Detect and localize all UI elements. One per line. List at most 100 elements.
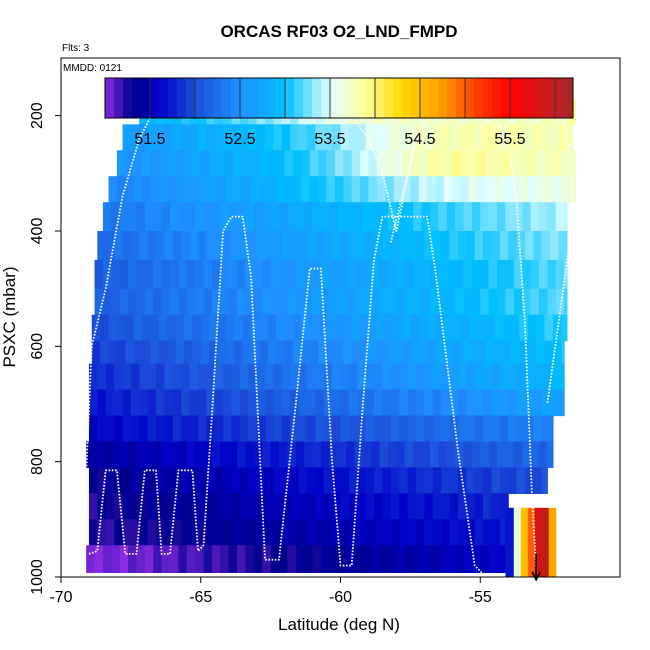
heatmap-cell <box>164 389 174 417</box>
heatmap-cell <box>466 493 476 520</box>
heatmap-cell <box>432 415 442 443</box>
heatmap-cell <box>368 150 378 177</box>
heatmap-cell <box>161 288 171 316</box>
heatmap-cell <box>401 176 411 203</box>
heatmap-cell <box>181 389 191 417</box>
heatmap-cell <box>348 124 358 151</box>
heatmap-cell <box>449 467 459 494</box>
heatmap-cell <box>455 259 465 290</box>
heatmap-cell <box>147 493 157 520</box>
heatmap-cell <box>499 389 509 417</box>
heatmap-cell <box>318 340 328 365</box>
heatmap-cell <box>410 340 420 365</box>
heatmap-cell <box>86 441 96 469</box>
heatmap-cell <box>564 202 568 232</box>
colorbar-segment <box>141 78 151 118</box>
heatmap-cell <box>404 259 414 290</box>
heatmap-cell <box>371 288 381 316</box>
heatmap-cell <box>88 467 98 494</box>
heatmap-cell <box>491 363 501 391</box>
heatmap-cell <box>449 519 459 546</box>
heatmap-cell <box>550 389 560 417</box>
heatmap-cell <box>217 176 227 203</box>
heatmap-cell <box>122 363 132 391</box>
heatmap-cell <box>429 545 439 573</box>
colorbar-segment <box>222 78 232 118</box>
heatmap-cell <box>320 288 330 316</box>
heatmap-cell <box>547 441 554 469</box>
heatmap-cell <box>365 124 375 151</box>
heatmap-cell <box>298 493 308 520</box>
heatmap-cell <box>488 441 498 469</box>
heatmap-cell <box>457 363 467 391</box>
heatmap-cell <box>105 415 115 443</box>
heatmap-cell <box>97 363 107 391</box>
heatmap-cell <box>281 493 291 520</box>
heatmap-cell <box>315 231 325 261</box>
heatmap-cell <box>267 176 277 203</box>
heatmap-cell <box>544 176 554 203</box>
flight-tracks <box>82 100 574 582</box>
heatmap-cell <box>499 415 509 443</box>
heatmap-cell <box>253 441 263 469</box>
colorbar-tick-label: 51.5 <box>134 131 165 148</box>
heatmap-cell <box>393 314 403 342</box>
heatmap-cell <box>203 441 213 469</box>
heatmap-cell <box>175 340 185 365</box>
heatmap-cell <box>228 441 238 469</box>
heatmap-cell <box>376 150 386 177</box>
heatmap-cell <box>203 288 213 316</box>
heatmap-cell <box>231 389 241 417</box>
heatmap-cell <box>332 415 342 443</box>
heatmap-cell <box>432 389 442 417</box>
heatmap-cell <box>449 389 459 417</box>
heatmap-cell <box>483 467 493 494</box>
heatmap-cell <box>337 441 347 469</box>
colorbar-segment <box>348 78 358 118</box>
heatmap-cell <box>158 150 168 177</box>
heatmap-cell <box>348 493 358 520</box>
heatmap-cell <box>223 519 233 546</box>
heatmap-cell <box>474 231 484 261</box>
heatmap-cell <box>446 545 456 573</box>
heatmap-cell <box>374 467 384 494</box>
heatmap-cell <box>192 150 202 177</box>
heatmap-cell <box>527 150 537 177</box>
y-tick-label: 600 <box>29 333 46 360</box>
heatmap-cell <box>360 176 370 203</box>
heatmap-cell <box>111 441 121 469</box>
heatmap-cell <box>390 467 400 494</box>
heatmap-cell <box>343 314 353 342</box>
heatmap-cell <box>225 150 235 177</box>
heatmap-cell <box>88 519 98 546</box>
heatmap-cell <box>248 415 258 443</box>
colorbar-segment <box>537 78 547 118</box>
heatmap-cell <box>200 314 210 342</box>
heatmap-cell <box>133 314 143 342</box>
heatmap-cell <box>385 340 395 365</box>
heatmap-cell <box>167 314 177 342</box>
heatmap-cell <box>147 124 157 151</box>
heatmap-cell <box>153 441 163 469</box>
heatmap-cell <box>388 441 397 469</box>
colorbar-segment <box>402 78 412 118</box>
heatmap-cell <box>130 231 140 261</box>
heatmap-cell <box>156 415 166 443</box>
heatmap-cell <box>401 340 411 365</box>
heatmap-cell <box>287 259 297 290</box>
heatmap-cell <box>206 231 216 261</box>
heatmap-cell <box>435 340 445 365</box>
heatmap-cell <box>139 415 149 443</box>
heatmap-cell <box>360 340 370 365</box>
heatmap-cell <box>276 150 286 177</box>
colorbar-segment <box>132 78 142 118</box>
heatmap-cell <box>122 231 132 261</box>
surface-heatmap-cell <box>513 507 522 577</box>
heatmap-cell <box>306 519 316 546</box>
heatmap-cell <box>195 259 205 290</box>
heatmap-cell <box>393 150 403 177</box>
heatmap-cell <box>245 259 255 290</box>
heatmap-cell <box>485 150 495 177</box>
heatmap-cell <box>396 259 406 290</box>
heatmap-cell <box>502 340 512 365</box>
